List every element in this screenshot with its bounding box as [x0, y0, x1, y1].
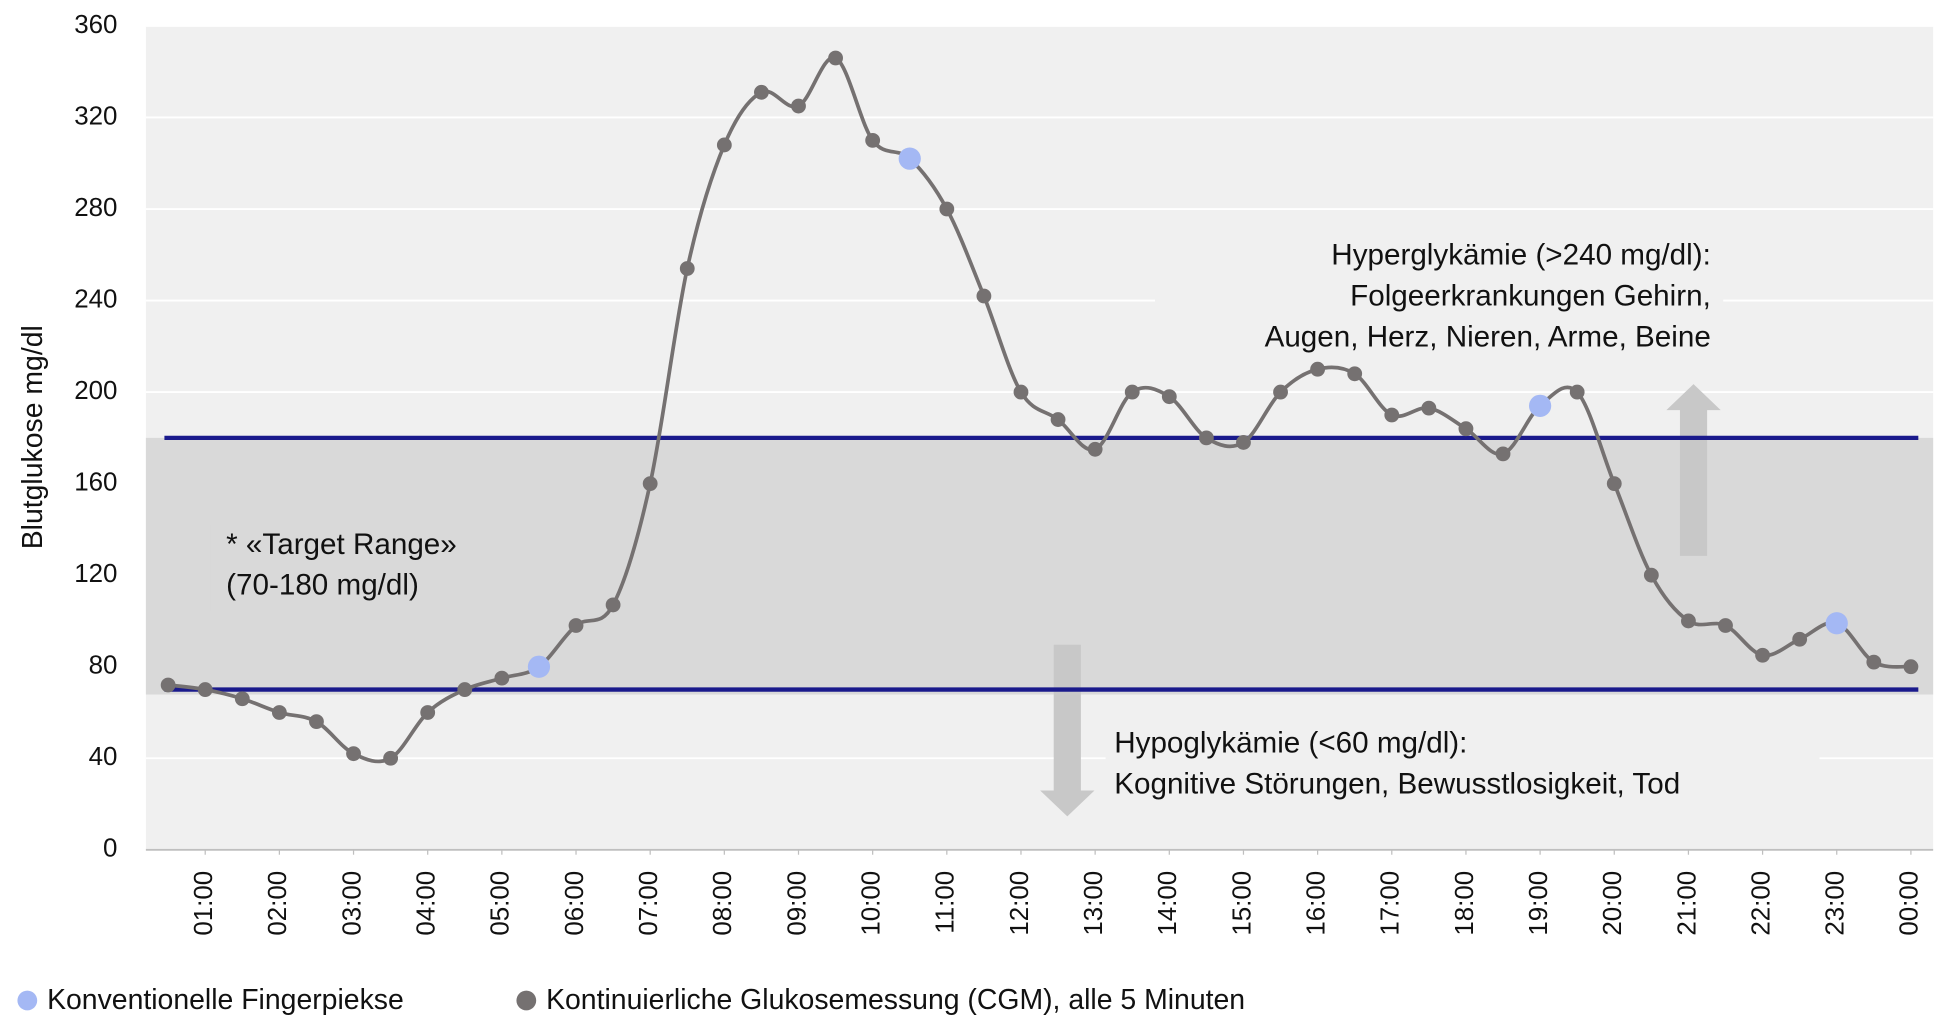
cgm-point: [1161, 389, 1177, 405]
cgm-point: [420, 705, 436, 720]
annotation: Hyperglykämie (>240 mg/dl):: [1331, 239, 1711, 272]
y-tick-label: 0: [103, 835, 117, 863]
legend-label: Konventionelle Fingerpiekse: [47, 984, 404, 1016]
cgm-point: [716, 137, 732, 153]
y-tick-label: 160: [74, 468, 117, 496]
x-tick-label: 11:00: [932, 871, 960, 934]
x-tick-label: 12:00: [1006, 871, 1034, 936]
x-tick-label: 04:00: [413, 871, 441, 936]
cgm-point: [828, 50, 843, 66]
fingerprick-point: [1528, 394, 1552, 417]
x-tick-label: 16:00: [1302, 871, 1330, 936]
fingerprick-point: [898, 147, 921, 170]
y-tick-label: 360: [74, 11, 117, 39]
cgm-point: [865, 132, 881, 148]
cgm-point: [1495, 446, 1511, 462]
annotation: * «Target Range»: [226, 528, 457, 561]
annotation-background: [1105, 722, 1820, 810]
y-axis-label: Blutglukose mg/dl: [17, 325, 49, 549]
cgm-point: [1606, 476, 1622, 492]
x-tick-label: 15:00: [1228, 871, 1256, 936]
cgm-point: [234, 691, 250, 707]
x-tick-label: 06:00: [561, 871, 589, 936]
x-tick-label: 07:00: [635, 871, 663, 936]
cgm-point: [939, 201, 955, 217]
cgm-point: [1013, 384, 1029, 400]
cgm-point: [605, 597, 621, 613]
x-tick-label: 08:00: [709, 871, 737, 936]
fingerprick-point: [1825, 612, 1848, 635]
cgm-point: [1384, 407, 1400, 423]
cgm-point: [568, 618, 584, 633]
cgm-point: [1643, 567, 1659, 583]
cgm-point: [1236, 435, 1251, 450]
annotation: (70-180 mg/dl): [226, 569, 419, 602]
x-tick-label: 05:00: [487, 871, 515, 936]
y-tick-label: 280: [74, 194, 117, 222]
cgm-point: [309, 714, 324, 730]
x-tick-label: 19:00: [1525, 871, 1553, 936]
cgm-point: [1310, 361, 1326, 377]
cgm-point: [1569, 384, 1585, 400]
annotation-background: [210, 524, 513, 612]
cgm-point: [383, 750, 399, 766]
x-tick-label: 22:00: [1747, 871, 1775, 936]
annotation: Augen, Herz, Nieren, Arme, Beine: [1265, 320, 1711, 353]
cgm-point: [679, 261, 695, 276]
cgm-point: [1087, 441, 1103, 457]
cgm-point: [754, 84, 769, 100]
cgm-point: [1718, 618, 1733, 633]
x-tick-label: 21:00: [1673, 871, 1701, 936]
y-tick-label: 240: [74, 285, 117, 313]
x-tick-label: 01:00: [190, 871, 218, 936]
cgm-point: [642, 476, 658, 492]
x-tick-label: 23:00: [1822, 871, 1850, 936]
cgm-point: [1050, 412, 1066, 427]
cgm-point: [457, 682, 473, 698]
cgm-point: [1273, 384, 1288, 400]
x-tick-label: 20:00: [1599, 871, 1627, 936]
cgm-point: [1755, 647, 1770, 663]
cgm-point: [1458, 421, 1474, 437]
y-tick-label: 40: [89, 743, 118, 771]
x-tick-label: 03:00: [338, 871, 366, 936]
x-tick-label: 02:00: [264, 871, 292, 936]
cgm-point: [1124, 384, 1140, 400]
annotation: Kognitive Störungen, Bewusstlosigkeit, T…: [1114, 767, 1680, 800]
cgm-point: [1903, 659, 1919, 675]
cgm-point: [1792, 631, 1808, 647]
legend-label: Kontinuierliche Glukosemessung (CGM), al…: [546, 984, 1245, 1016]
fingerprick-point: [527, 655, 551, 678]
x-tick-label: 00:00: [1896, 871, 1924, 936]
cgm-point: [976, 288, 992, 304]
cgm-point: [1681, 613, 1696, 629]
cgm-point: [791, 98, 806, 114]
legend-marker: [516, 990, 537, 1011]
x-tick-label: 10:00: [858, 871, 886, 936]
y-tick-label: 120: [74, 560, 117, 588]
x-tick-label: 18:00: [1451, 871, 1479, 936]
annotation: Hypoglykämie (<60 mg/dl):: [1114, 727, 1467, 760]
cgm-point: [346, 746, 361, 762]
y-tick-label: 200: [74, 377, 117, 405]
y-tick-label: 80: [89, 652, 118, 680]
cgm-point: [271, 705, 287, 720]
x-tick-label: 13:00: [1080, 871, 1108, 936]
cgm-point: [1421, 400, 1437, 416]
cgm-point: [1347, 366, 1363, 382]
cgm-point: [160, 677, 176, 693]
cgm-point: [1198, 430, 1214, 446]
annotation-background: [1155, 234, 1724, 365]
x-tick-label: 14:00: [1154, 871, 1182, 936]
legend-marker: [17, 990, 38, 1011]
arrow-up: [1666, 384, 1721, 556]
x-tick-label: 17:00: [1377, 871, 1405, 936]
cgm-point: [494, 670, 510, 686]
cgm-point: [1866, 654, 1882, 670]
y-tick-label: 320: [74, 102, 117, 130]
x-tick-label: 09:00: [783, 871, 811, 936]
annotation: Folgeerkrankungen Gehirn,: [1350, 279, 1711, 312]
cgm-point: [197, 682, 213, 698]
